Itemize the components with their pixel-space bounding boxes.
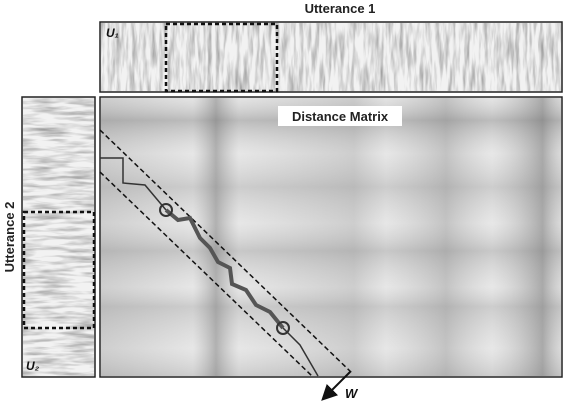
u2-label: U₂	[26, 359, 40, 373]
side-title: Utterance 2	[2, 202, 17, 273]
segment-box	[22, 210, 96, 330]
spectrogram-texture	[101, 23, 561, 91]
window-boundary	[99, 129, 353, 374]
top-title: Utterance 1	[305, 1, 376, 16]
spectrogram-texture	[23, 98, 94, 376]
distance-matrix: Distance Matrix	[99, 96, 563, 378]
segment-box	[164, 22, 279, 93]
label-background	[278, 106, 402, 126]
matrix-label: Distance Matrix	[292, 109, 389, 124]
side-spectrogram: U₂	[21, 96, 96, 378]
segment-end	[276, 321, 290, 335]
top-spectrogram: U₁	[99, 21, 563, 93]
warping-path	[100, 157, 167, 211]
window-arrow	[321, 371, 351, 401]
u1-label: U₁	[106, 26, 119, 40]
matrix-texture	[101, 98, 561, 376]
window-label: W	[345, 386, 359, 401]
warping-path-segment	[164, 208, 285, 330]
window-boundary	[99, 171, 313, 377]
segment-start	[159, 203, 173, 217]
warping-path	[282, 327, 319, 377]
